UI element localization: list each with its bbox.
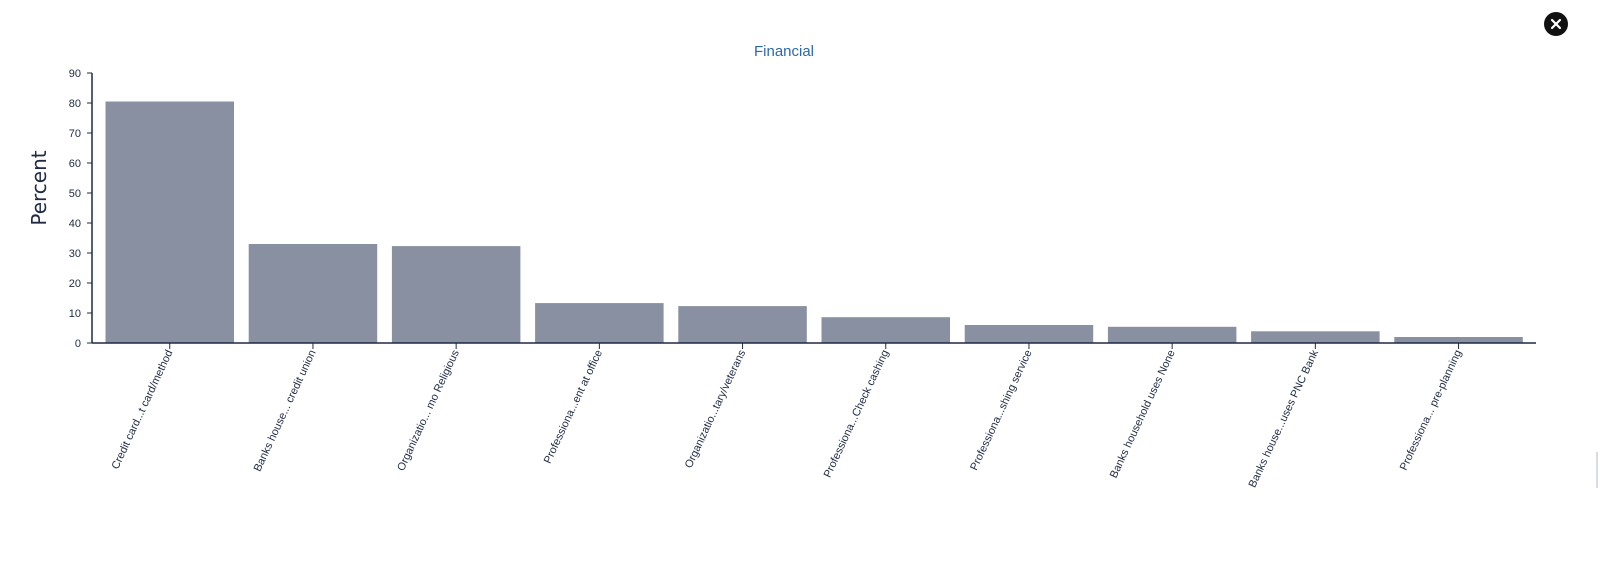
x-tick-label: Organizatio... mo Religious (395, 348, 462, 473)
bar[interactable] (964, 325, 1094, 343)
y-tick-label: 60 (69, 158, 81, 170)
close-button[interactable] (1544, 12, 1568, 36)
y-tick-label: 40 (69, 218, 81, 230)
x-tick-label: Professiona...Check cashing (822, 348, 892, 479)
bar[interactable] (1394, 337, 1523, 343)
y-axis-label: Percent (27, 150, 51, 225)
chart-title: Financial (754, 43, 814, 60)
y-tick-label: 10 (69, 308, 81, 320)
bar[interactable] (535, 303, 664, 343)
close-icon (1550, 18, 1562, 30)
x-tick-label: Credit card...t card/method (110, 348, 176, 471)
y-tick-label: 0 (75, 338, 81, 350)
bar[interactable] (105, 101, 235, 344)
x-tick-label: Banks house...uses PNC Bank (1247, 348, 1322, 490)
x-axis-ticks: Credit card...t card/method Banks house..… (110, 343, 1464, 490)
x-tick-label: Professiona... pre-planning (1398, 348, 1464, 472)
y-tick-label: 90 (69, 68, 81, 80)
y-tick-label: 70 (69, 128, 81, 140)
scrollbar-edge[interactable] (1596, 452, 1598, 488)
y-tick-label: 30 (69, 248, 81, 260)
bar[interactable] (821, 317, 951, 343)
x-tick-label: Banks house... credit union (252, 348, 319, 473)
bar[interactable] (678, 306, 807, 343)
bar[interactable] (391, 246, 521, 343)
x-tick-label: Professiona...shing service (968, 348, 1034, 472)
bar[interactable] (248, 244, 378, 343)
bars-group (105, 101, 1523, 344)
bar[interactable] (1251, 331, 1380, 343)
bar[interactable] (1107, 326, 1237, 343)
x-tick-label: Professiona...ent at office (542, 348, 605, 465)
x-tick-label: Banks household uses None (1108, 348, 1178, 480)
y-tick-label: 20 (69, 278, 81, 290)
y-tick-label: 50 (69, 188, 81, 200)
y-axis-ticks: 0 10 20 30 40 50 60 70 80 90 (69, 68, 92, 350)
y-tick-label: 80 (69, 98, 81, 110)
x-tick-label: Organizatio...tary/veterans (683, 348, 749, 470)
